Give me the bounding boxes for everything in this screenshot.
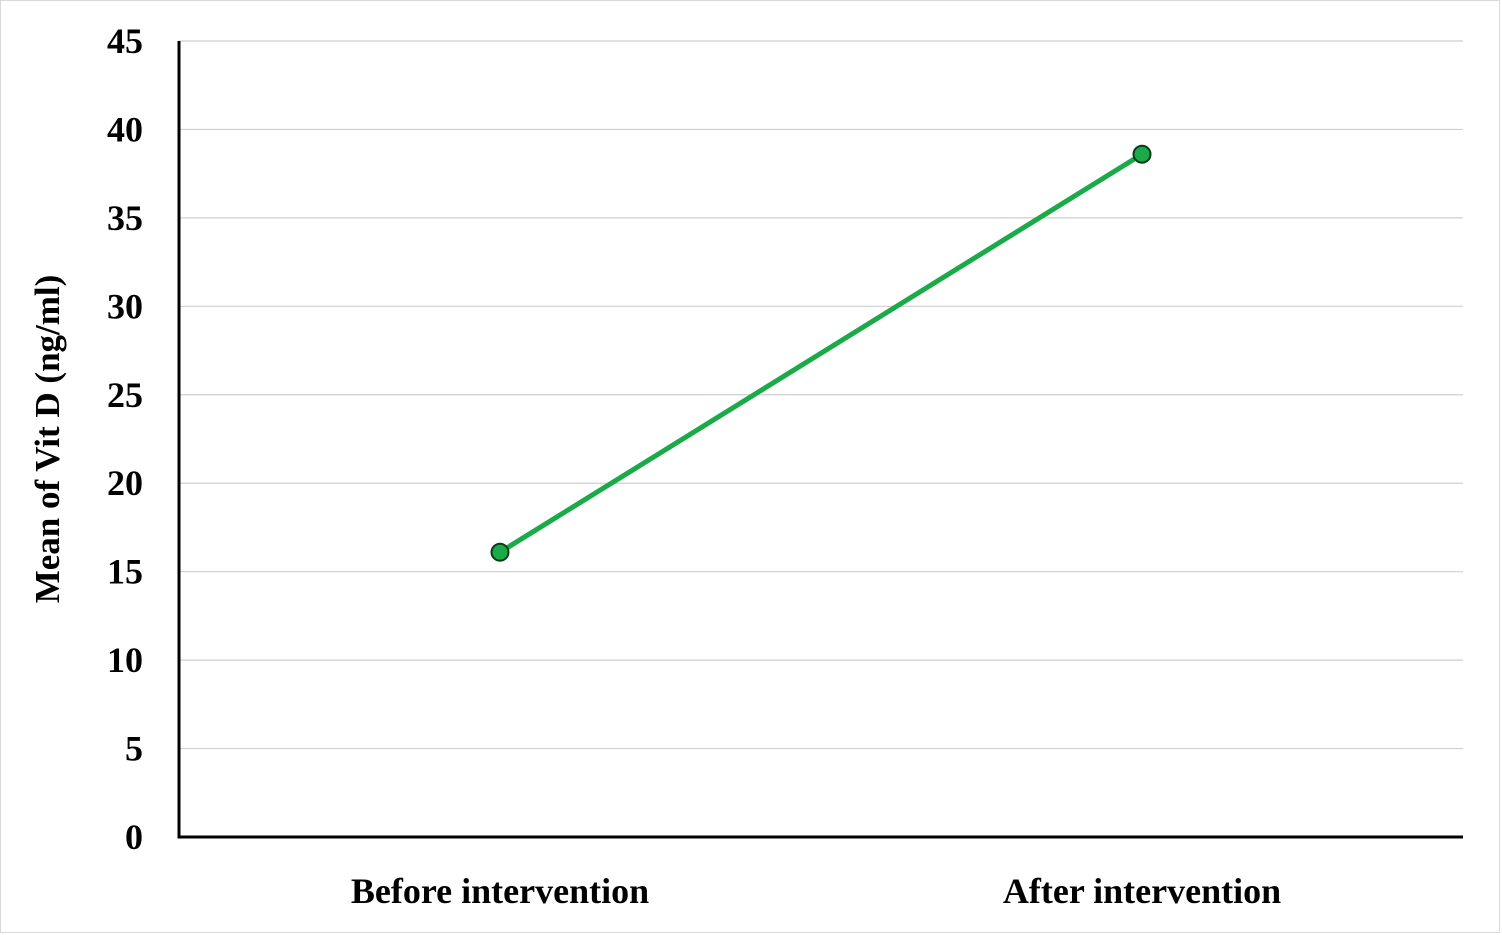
y-tick-label: 5 <box>125 729 143 769</box>
data-point-marker <box>1132 144 1152 164</box>
y-tick-labels: 0 5 10 15 20 25 30 35 40 45 <box>107 21 143 857</box>
y-axis-title: Mean of Vit D (ng/ml) <box>28 275 67 604</box>
x-tick-label: After intervention <box>1003 871 1281 911</box>
y-tick-label: 40 <box>107 109 143 149</box>
gridlines <box>179 40 1463 750</box>
y-tick-label: 45 <box>107 21 143 61</box>
data-point-marker <box>490 542 510 562</box>
series-layer <box>490 144 1152 562</box>
y-tick-label: 35 <box>107 198 143 238</box>
y-tick-label: 15 <box>107 552 143 592</box>
axes <box>177 41 1463 839</box>
y-tick-label: 30 <box>107 286 143 326</box>
series-line <box>498 152 1144 555</box>
y-tick-label: 20 <box>107 463 143 503</box>
y-tick-label: 0 <box>125 817 143 857</box>
y-tick-label: 10 <box>107 640 143 680</box>
x-tick-label: Before intervention <box>351 871 649 911</box>
x-tick-labels: Before intervention After intervention <box>351 871 1281 911</box>
y-tick-label: 25 <box>107 375 143 415</box>
